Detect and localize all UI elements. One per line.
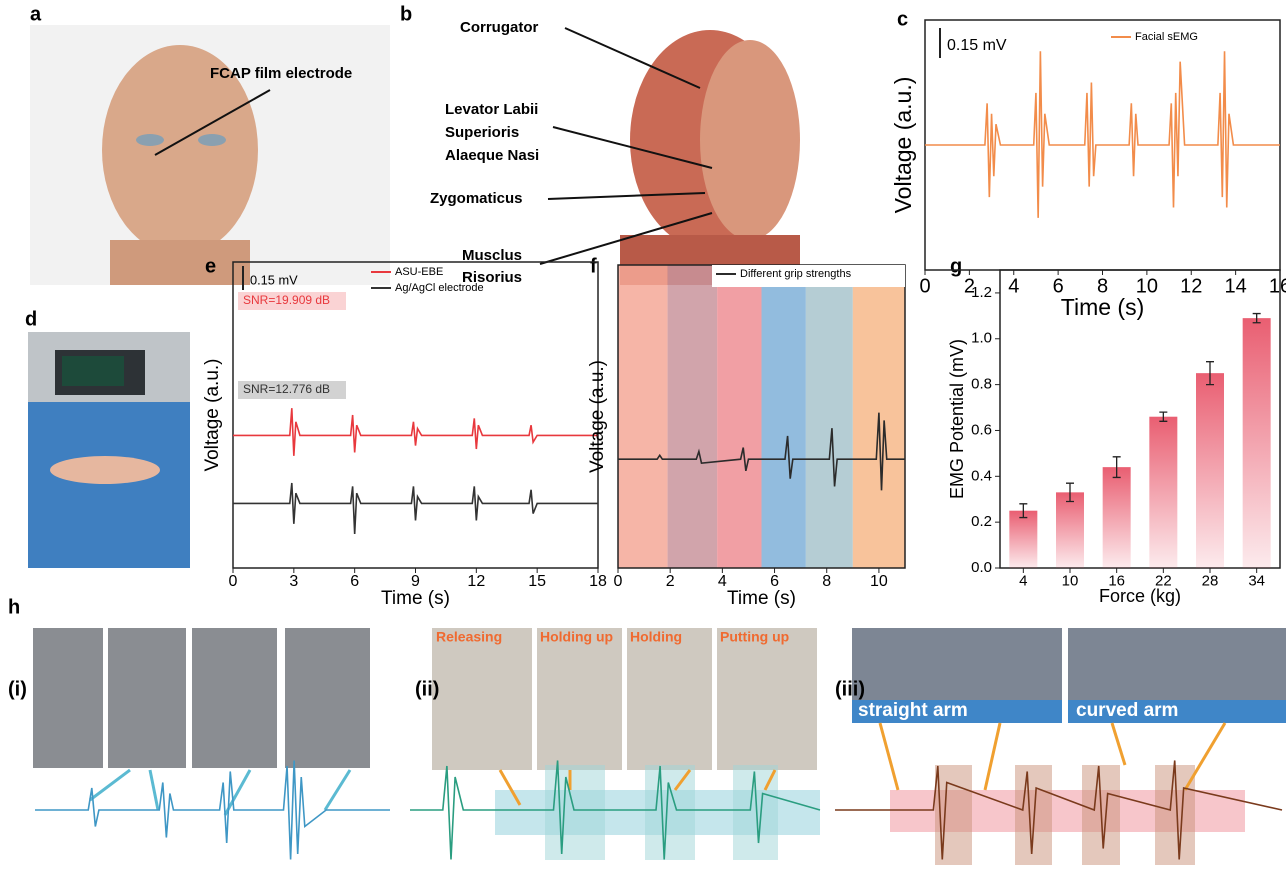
panel-label: h: [8, 596, 20, 618]
band: [806, 265, 853, 568]
legend-label: Ag/AgCl electrode: [395, 282, 484, 294]
panel-label: c: [897, 8, 908, 30]
bar: [1243, 318, 1271, 568]
bar: [1103, 467, 1131, 568]
panel-label: g: [950, 255, 962, 277]
x-tick-label: 16: [1269, 275, 1286, 297]
legend-label: Different grip strengths: [740, 268, 852, 280]
x-tick-label: 0: [919, 275, 930, 297]
sub-label: (i): [8, 678, 27, 700]
x-tick-label: 10: [1062, 572, 1079, 589]
legend-label: Facial sEMG: [1135, 31, 1198, 43]
page: a b c d e f g h FCAP film electrode Corr…: [0, 0, 1286, 871]
photo-b: [540, 25, 830, 285]
bar: [1056, 492, 1084, 568]
y-axis-label: Voltage (a.u.): [202, 358, 223, 471]
x-tick-label: 28: [1202, 572, 1219, 589]
scale-label: 0.15 mV: [250, 272, 298, 287]
panel-label: e: [205, 255, 216, 277]
muscle-label: Corrugator: [460, 19, 538, 36]
x-axis-label: Time (s): [1061, 294, 1144, 320]
y-axis-label: EMG Potential (mV): [947, 339, 967, 499]
x-tick-label: 3: [289, 573, 298, 590]
y-tick-label: 0.6: [971, 421, 992, 438]
x-tick-label: 4: [1008, 275, 1019, 297]
muscle-label: Superioris: [445, 124, 519, 141]
x-tick-label: 10: [870, 573, 888, 590]
photo-label: Holding: [630, 629, 682, 645]
photo-label: Putting up: [720, 629, 789, 645]
photo-label: straight arm: [858, 700, 968, 721]
x-tick-label: 14: [1225, 275, 1247, 297]
x-tick-label: 8: [822, 573, 831, 590]
band: [618, 265, 668, 568]
annotation: SNR=12.776 dB: [243, 382, 330, 396]
bar: [1009, 511, 1037, 568]
bar: [1149, 417, 1177, 568]
x-tick-label: 4: [718, 573, 727, 590]
x-tick-label: 2: [666, 573, 675, 590]
muscle-label: Levator Labii: [445, 101, 538, 118]
y-axis-label: Voltage (a.u.): [587, 360, 608, 473]
signal-line: [35, 761, 390, 860]
photo-label: Releasing: [436, 629, 502, 645]
x-tick-label: 4: [1019, 572, 1027, 589]
panel-label: d: [25, 308, 37, 330]
photo-label: curved arm: [1076, 700, 1178, 721]
scale-label: 0.15 mV: [947, 37, 1007, 54]
y-tick-label: 1.0: [971, 330, 992, 347]
x-tick-label: 34: [1248, 572, 1265, 589]
annotation: FCAP film electrode: [210, 65, 352, 82]
y-tick-label: 0.8: [971, 376, 992, 393]
x-tick-label: 12: [1180, 275, 1202, 297]
y-tick-label: 0.4: [971, 467, 992, 484]
legend-label: ASU-EBE: [395, 266, 443, 278]
annotation: SNR=19.909 dB: [243, 293, 330, 307]
sub-label: (iii): [835, 678, 865, 700]
signal-line: [925, 51, 1280, 218]
sub-label: (ii): [415, 678, 439, 700]
x-tick-label: 18: [589, 573, 607, 590]
band: [762, 265, 806, 568]
signal-line: [233, 483, 598, 534]
panel-label: a: [30, 3, 42, 25]
x-tick-label: 0: [229, 573, 238, 590]
figure: a b c d e f g h FCAP film electrode Corr…: [0, 0, 1286, 871]
x-tick-label: 6: [350, 573, 359, 590]
x-axis-label: Time (s): [727, 588, 796, 609]
panel-label: f: [590, 255, 597, 277]
muscle-label: Alaeque Nasi: [445, 147, 539, 164]
band: [717, 265, 761, 568]
y-axis-label: Voltage (a.u.): [890, 77, 916, 214]
panel-label: b: [400, 3, 412, 25]
bar: [1196, 373, 1224, 568]
muscle-label: Zygomaticus: [430, 190, 523, 207]
x-tick-label: 22: [1155, 572, 1172, 589]
x-tick-label: 12: [467, 573, 485, 590]
x-tick-label: 0: [614, 573, 623, 590]
band: [668, 265, 718, 568]
y-tick-label: 1.2: [971, 284, 992, 301]
signal-line: [233, 408, 598, 456]
photo-d: [28, 332, 190, 568]
x-tick-label: 15: [528, 573, 546, 590]
x-axis-label: Time (s): [381, 588, 450, 609]
photos-h: [33, 628, 1286, 865]
x-tick-label: 16: [1108, 572, 1125, 589]
y-tick-label: 0.0: [971, 559, 992, 576]
y-tick-label: 0.2: [971, 513, 992, 530]
photo-label: Holding up: [540, 629, 613, 645]
